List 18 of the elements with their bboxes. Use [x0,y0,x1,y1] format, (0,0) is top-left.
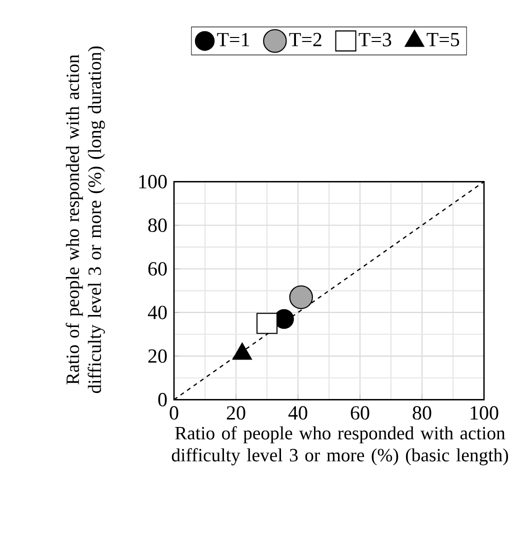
legend-label: T=5 [426,33,460,46]
y-axis-title: Ratio of people who responded with action difficulty level 3 or more (%) (long duration) [66,46,105,393]
y-tick-label: 60 [148,262,167,276]
x-tick-label: 100 [470,406,498,420]
y-tick-label: 40 [148,306,167,320]
legend-label: T=1 [217,32,250,46]
y-tick-label: 100 [139,174,167,188]
y-tick-label: 0 [158,392,167,406]
legend-label: T=2 [289,32,322,46]
y-tick-label: 20 [148,349,167,363]
y-tick-label: 80 [148,218,167,232]
x-tick-label: 60 [350,406,370,420]
x-tick-label: 20 [226,406,246,420]
x-tick-label: 80 [412,406,432,420]
legend-label: T=3 [358,32,392,46]
x-tick-label: 40 [288,406,308,420]
x-tick-label: 0 [170,406,178,420]
x-axis-title: Ratio of people who responded with action difficulty level 3 or more (%) (basic length) [172,426,508,466]
